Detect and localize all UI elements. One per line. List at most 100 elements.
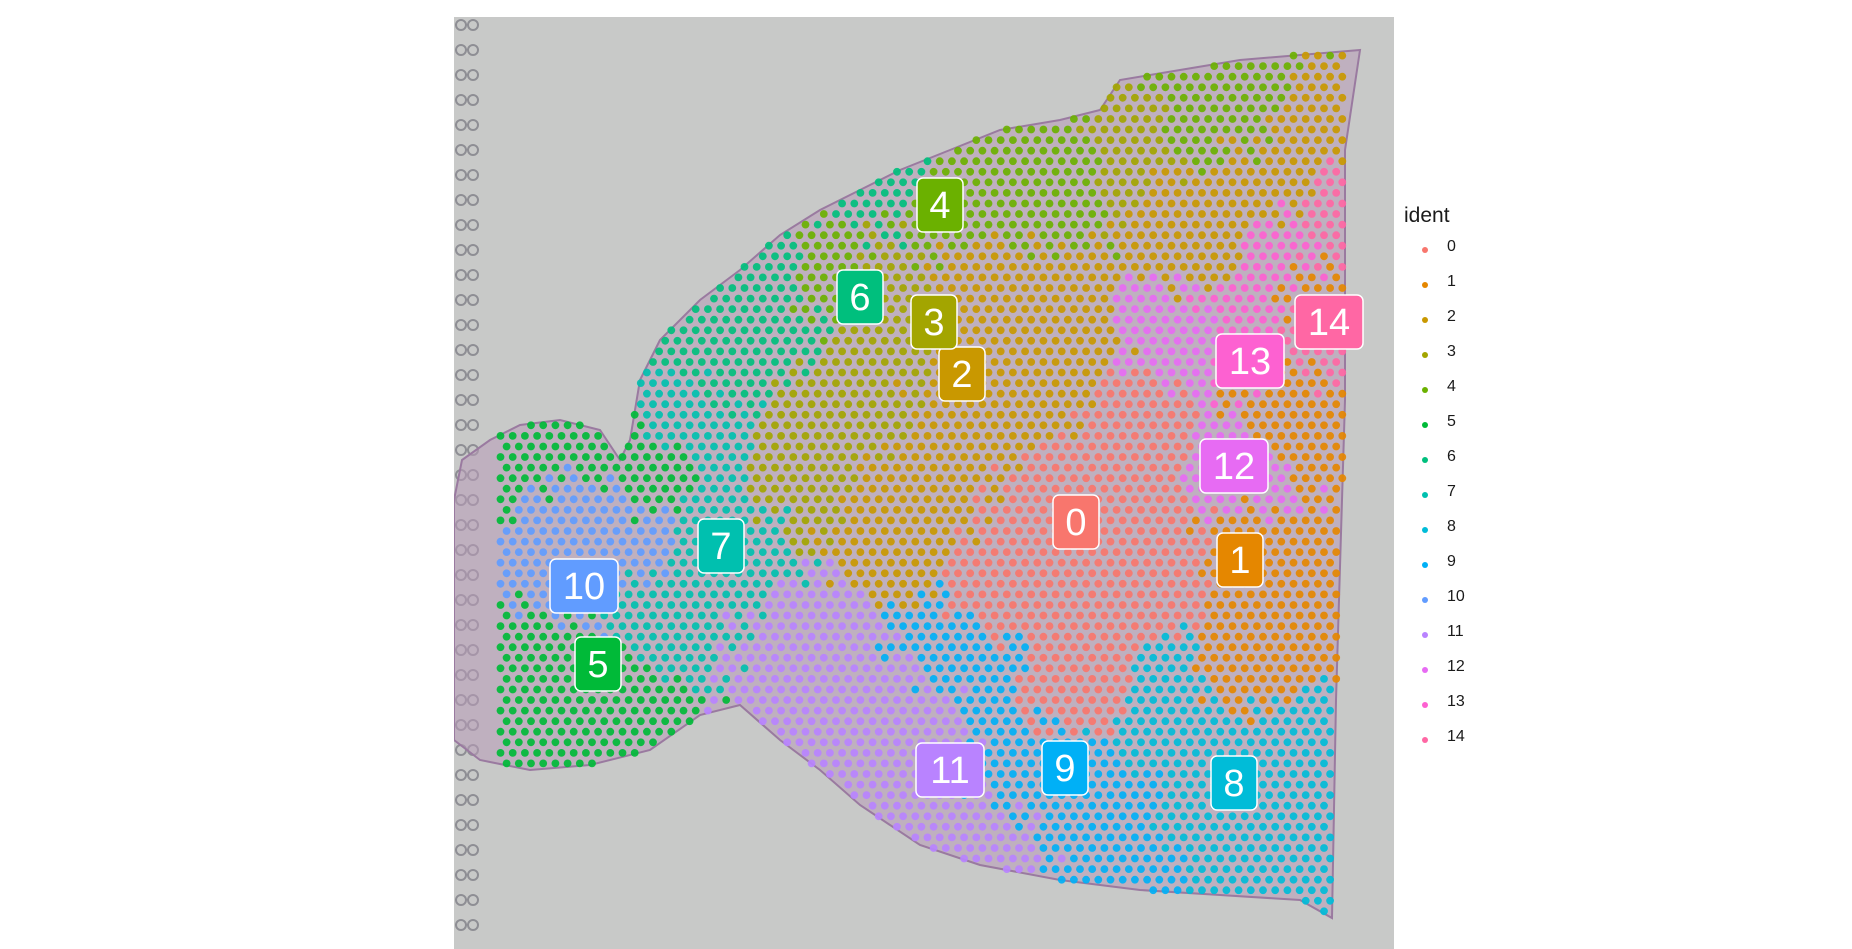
spot-cluster-0 bbox=[1100, 653, 1109, 662]
spot-cluster-4 bbox=[1173, 146, 1182, 155]
spot-cluster-1 bbox=[1216, 664, 1225, 673]
spot-cluster-13 bbox=[1192, 305, 1200, 313]
spot-cluster-0 bbox=[1063, 548, 1072, 556]
spot-cluster-2 bbox=[1173, 294, 1182, 303]
spot-cluster-1 bbox=[1240, 601, 1249, 609]
spot-cluster-13 bbox=[1216, 305, 1225, 313]
spot-cluster-9 bbox=[1155, 854, 1164, 863]
spot-cluster-8 bbox=[1228, 812, 1237, 821]
spot-cluster-2 bbox=[1228, 157, 1237, 166]
spot-cluster-9 bbox=[990, 653, 999, 662]
spot-cluster-11 bbox=[862, 643, 871, 652]
spot-cluster-1 bbox=[1289, 664, 1298, 673]
spot-cluster-0 bbox=[996, 516, 1005, 525]
spot-cluster-0 bbox=[1021, 706, 1029, 715]
spot-cluster-5 bbox=[673, 463, 682, 472]
legend-label: 4 bbox=[1447, 378, 1456, 395]
spot-cluster-0 bbox=[1033, 453, 1042, 461]
spot-cluster-11 bbox=[838, 727, 846, 736]
spot-cluster-12 bbox=[1155, 347, 1164, 356]
spot-cluster-2 bbox=[1039, 336, 1048, 345]
spot-cluster-0 bbox=[1112, 548, 1121, 556]
spot-cluster-12 bbox=[1320, 484, 1328, 493]
spot-cluster-3 bbox=[789, 432, 798, 440]
spot-cluster-2 bbox=[1192, 241, 1200, 250]
spot-cluster-11 bbox=[746, 696, 755, 704]
spot-cluster-0 bbox=[1173, 611, 1182, 620]
spot-cluster-9 bbox=[911, 622, 920, 630]
spot-cluster-4 bbox=[1002, 189, 1011, 197]
spot-cluster-12 bbox=[1149, 358, 1158, 366]
spot-cluster-11 bbox=[807, 653, 816, 662]
spot-cluster-9 bbox=[1106, 875, 1115, 884]
spot-cluster-1 bbox=[1228, 622, 1237, 630]
spot-cluster-0 bbox=[1088, 717, 1097, 726]
spot-cluster-0 bbox=[1173, 463, 1182, 472]
spot-cluster-9 bbox=[954, 632, 962, 641]
spot-cluster-5 bbox=[649, 463, 657, 472]
spot-cluster-0 bbox=[972, 516, 981, 525]
spot-cluster-7 bbox=[704, 432, 712, 440]
spot-cluster-5 bbox=[557, 453, 566, 461]
spot-cluster-3 bbox=[1106, 115, 1115, 123]
spot-cluster-7 bbox=[734, 611, 743, 620]
spot-cluster-12 bbox=[1289, 495, 1298, 504]
spot-cluster-12 bbox=[1204, 516, 1212, 525]
spot-cluster-7 bbox=[661, 675, 670, 683]
spot-cluster-8 bbox=[1301, 812, 1310, 821]
spot-cluster-4 bbox=[978, 189, 987, 197]
spot-cluster-11 bbox=[844, 632, 853, 641]
spot-cluster-9 bbox=[1015, 780, 1023, 789]
spot-cluster-2 bbox=[1088, 336, 1097, 345]
spot-cluster-3 bbox=[752, 516, 761, 525]
spot-cluster-0 bbox=[1051, 442, 1060, 451]
spot-cluster-13 bbox=[1283, 273, 1292, 282]
spot-cluster-1 bbox=[1326, 263, 1334, 271]
spot-cluster-10 bbox=[655, 558, 663, 567]
spot-cluster-10 bbox=[502, 548, 511, 556]
spot-cluster-7 bbox=[697, 675, 706, 683]
spot-cluster-2 bbox=[996, 453, 1005, 461]
spot-cluster-2 bbox=[1009, 432, 1017, 440]
spot-cluster-2 bbox=[1301, 51, 1310, 60]
spot-cluster-11 bbox=[844, 675, 853, 683]
spot-cluster-0 bbox=[1039, 632, 1048, 641]
spot-cluster-1 bbox=[1283, 590, 1292, 599]
spot-cluster-2 bbox=[984, 263, 993, 271]
spot-cluster-3 bbox=[813, 432, 822, 440]
spot-cluster-3 bbox=[1131, 93, 1139, 102]
spot-cluster-1 bbox=[1326, 284, 1334, 292]
spot-cluster-6 bbox=[844, 210, 853, 218]
spot-cluster-3 bbox=[850, 389, 859, 398]
spot-cluster-4 bbox=[1063, 167, 1072, 176]
spot-cluster-2 bbox=[880, 506, 889, 514]
spot-cluster-1 bbox=[1307, 632, 1316, 641]
spot-cluster-3 bbox=[905, 273, 914, 282]
spot-cluster-5 bbox=[673, 442, 682, 451]
spot-cluster-8 bbox=[1131, 685, 1139, 694]
spot-cluster-12 bbox=[1228, 432, 1237, 440]
spot-cluster-11 bbox=[923, 727, 932, 736]
spot-cluster-10 bbox=[606, 537, 615, 546]
legend-item-4: 4 bbox=[1404, 378, 1604, 413]
spot-cluster-4 bbox=[1082, 178, 1090, 187]
spot-cluster-11 bbox=[826, 749, 834, 757]
spot-cluster-2 bbox=[1070, 326, 1078, 335]
spot-cluster-11 bbox=[911, 727, 920, 736]
spot-cluster-13 bbox=[1240, 305, 1249, 313]
spot-cluster-4 bbox=[1204, 157, 1212, 166]
spot-cluster-3 bbox=[789, 410, 798, 419]
spot-cluster-5 bbox=[655, 706, 663, 715]
spot-cluster-7 bbox=[643, 601, 651, 609]
spot-cluster-7 bbox=[697, 590, 706, 599]
spot-cluster-9 bbox=[1021, 749, 1029, 757]
spot-cluster-0 bbox=[1100, 569, 1109, 578]
spot-cluster-8 bbox=[1307, 738, 1316, 747]
legend-title: ident bbox=[1404, 204, 1450, 227]
spot-cluster-2 bbox=[1039, 421, 1048, 430]
spot-cluster-9 bbox=[966, 611, 975, 620]
spot-cluster-6 bbox=[710, 315, 718, 324]
spot-cluster-2 bbox=[972, 305, 981, 313]
spot-cluster-13 bbox=[1265, 284, 1273, 292]
spot-cluster-2 bbox=[996, 305, 1005, 313]
